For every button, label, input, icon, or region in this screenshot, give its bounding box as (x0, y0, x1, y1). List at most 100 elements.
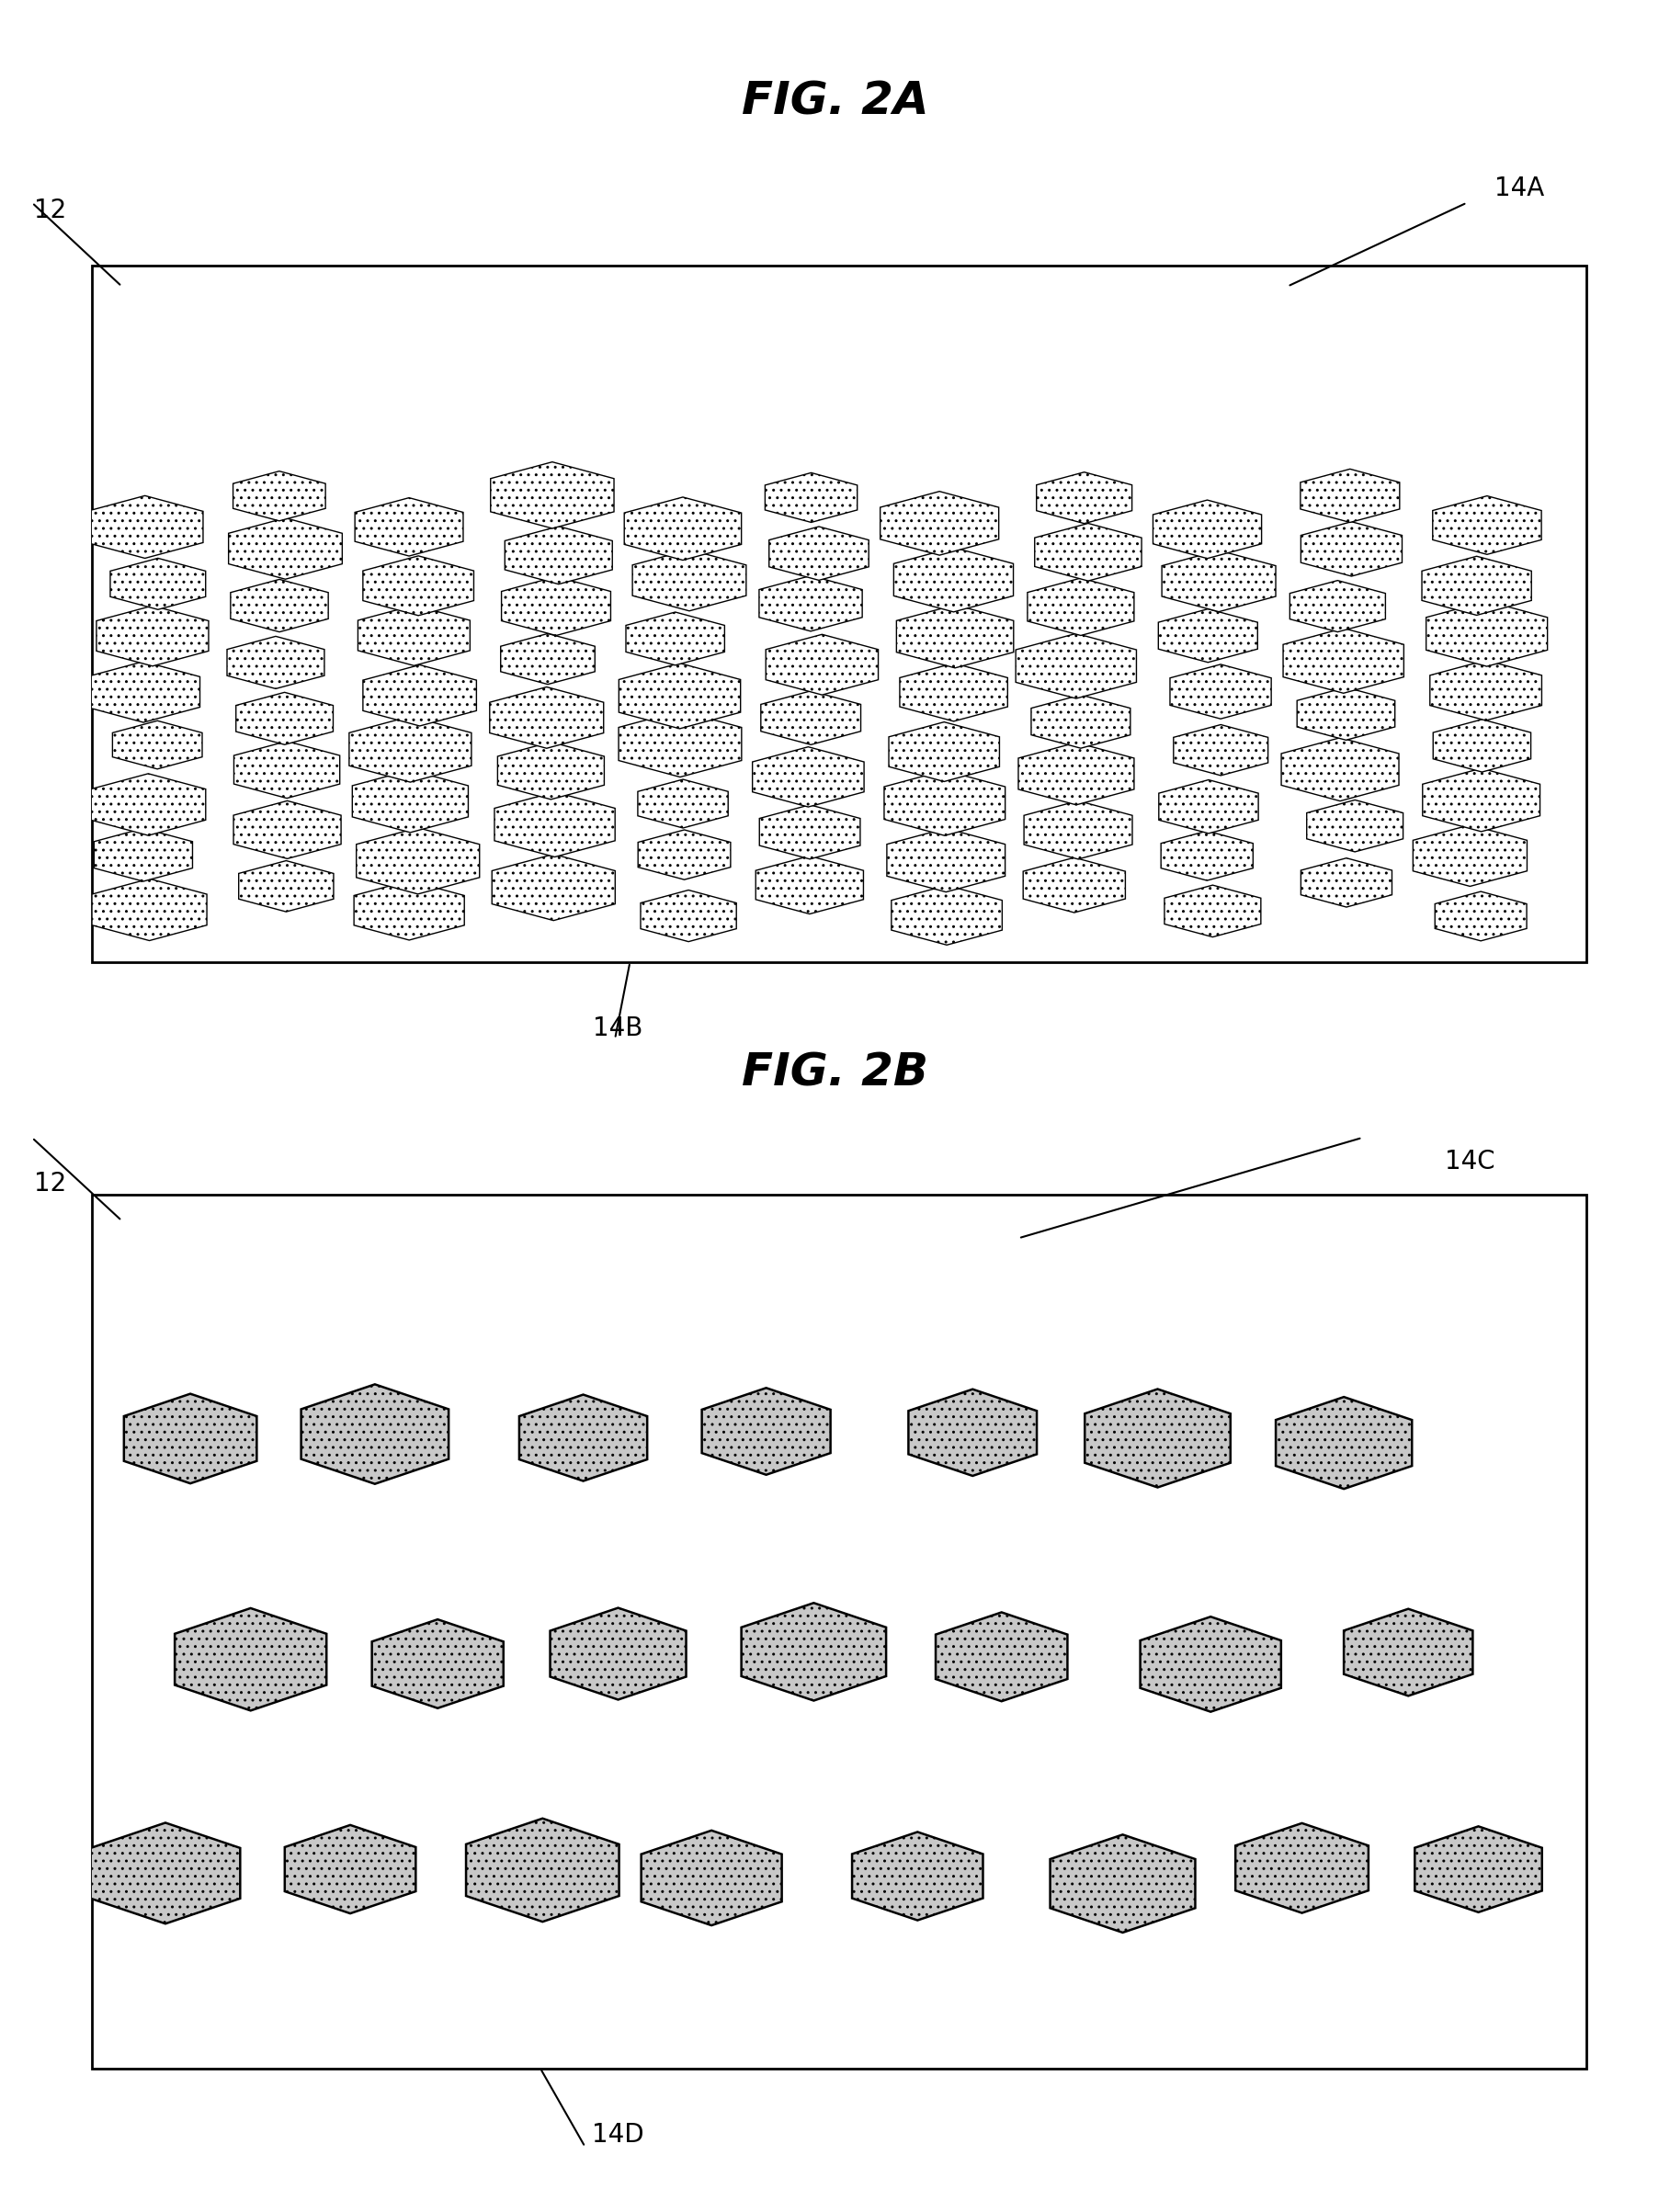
Polygon shape (741, 1604, 887, 1701)
Polygon shape (618, 710, 741, 776)
Polygon shape (1426, 602, 1548, 666)
Polygon shape (908, 1389, 1037, 1475)
Polygon shape (883, 770, 1005, 836)
Polygon shape (1301, 469, 1399, 522)
Polygon shape (110, 557, 205, 611)
Polygon shape (1015, 633, 1136, 699)
Polygon shape (549, 1608, 686, 1699)
Polygon shape (1423, 768, 1540, 832)
Polygon shape (362, 555, 474, 615)
Polygon shape (701, 1387, 830, 1475)
Polygon shape (1301, 522, 1403, 575)
Polygon shape (760, 805, 860, 858)
Polygon shape (87, 495, 204, 557)
Polygon shape (349, 717, 471, 783)
Text: 12: 12 (33, 197, 67, 223)
Polygon shape (935, 1613, 1067, 1701)
Polygon shape (638, 830, 730, 880)
Polygon shape (1024, 801, 1132, 858)
Polygon shape (852, 1832, 984, 1920)
Polygon shape (354, 880, 464, 940)
Polygon shape (229, 518, 342, 580)
Polygon shape (1174, 726, 1268, 776)
Polygon shape (1037, 471, 1132, 524)
Text: 14B: 14B (593, 1015, 643, 1042)
Polygon shape (234, 741, 339, 799)
Polygon shape (489, 688, 603, 748)
Polygon shape (1344, 1608, 1473, 1697)
Polygon shape (234, 801, 341, 858)
Polygon shape (641, 1832, 782, 1924)
Polygon shape (1086, 1389, 1231, 1486)
Text: 14A: 14A (1495, 175, 1545, 201)
Polygon shape (767, 635, 878, 695)
Polygon shape (230, 580, 329, 633)
Polygon shape (356, 827, 479, 894)
Polygon shape (1283, 628, 1404, 692)
Polygon shape (234, 471, 326, 520)
Polygon shape (90, 774, 205, 836)
Polygon shape (491, 462, 615, 529)
Polygon shape (124, 1394, 257, 1484)
Polygon shape (1236, 1823, 1368, 1913)
Polygon shape (641, 889, 736, 942)
Polygon shape (1152, 500, 1261, 557)
Polygon shape (1027, 577, 1134, 635)
Polygon shape (760, 575, 862, 630)
Polygon shape (1306, 801, 1403, 852)
Polygon shape (625, 498, 741, 560)
Polygon shape (1050, 1834, 1196, 1933)
Text: 14D: 14D (591, 2121, 645, 2148)
Polygon shape (1035, 524, 1142, 582)
Polygon shape (626, 613, 725, 666)
Polygon shape (235, 692, 332, 745)
Polygon shape (227, 637, 324, 688)
Polygon shape (494, 792, 615, 856)
Polygon shape (1298, 688, 1394, 741)
Polygon shape (1414, 1827, 1541, 1911)
Polygon shape (362, 666, 476, 726)
Polygon shape (1019, 743, 1134, 805)
Polygon shape (498, 741, 605, 799)
Polygon shape (1276, 1398, 1411, 1489)
Polygon shape (893, 549, 1014, 613)
Polygon shape (638, 779, 728, 827)
Polygon shape (1030, 695, 1131, 748)
Text: 12: 12 (33, 1170, 67, 1197)
Polygon shape (1433, 719, 1531, 772)
Polygon shape (356, 498, 463, 555)
Polygon shape (770, 526, 868, 580)
Polygon shape (888, 721, 999, 781)
Polygon shape (762, 690, 860, 745)
Polygon shape (466, 1818, 620, 1922)
Polygon shape (352, 770, 468, 832)
Polygon shape (301, 1385, 449, 1484)
Polygon shape (1301, 858, 1393, 907)
Polygon shape (897, 604, 1014, 668)
Polygon shape (112, 721, 202, 770)
Polygon shape (501, 577, 611, 635)
Polygon shape (87, 661, 200, 723)
Polygon shape (1413, 825, 1526, 887)
Polygon shape (633, 551, 746, 611)
Polygon shape (372, 1619, 503, 1708)
Polygon shape (501, 633, 595, 684)
Polygon shape (1024, 858, 1126, 914)
Polygon shape (1171, 664, 1271, 719)
Text: 14C: 14C (1445, 1148, 1495, 1175)
Polygon shape (90, 1823, 240, 1924)
Polygon shape (1435, 891, 1526, 940)
Polygon shape (1141, 1617, 1281, 1712)
Polygon shape (1430, 659, 1541, 721)
Polygon shape (620, 664, 740, 728)
Polygon shape (92, 878, 207, 940)
Polygon shape (1164, 885, 1261, 938)
Polygon shape (765, 473, 857, 522)
Polygon shape (892, 885, 1002, 945)
Polygon shape (94, 827, 192, 880)
Polygon shape (1159, 608, 1258, 661)
Polygon shape (519, 1394, 648, 1482)
Polygon shape (286, 1825, 416, 1913)
Polygon shape (1289, 580, 1386, 633)
Polygon shape (239, 860, 334, 911)
